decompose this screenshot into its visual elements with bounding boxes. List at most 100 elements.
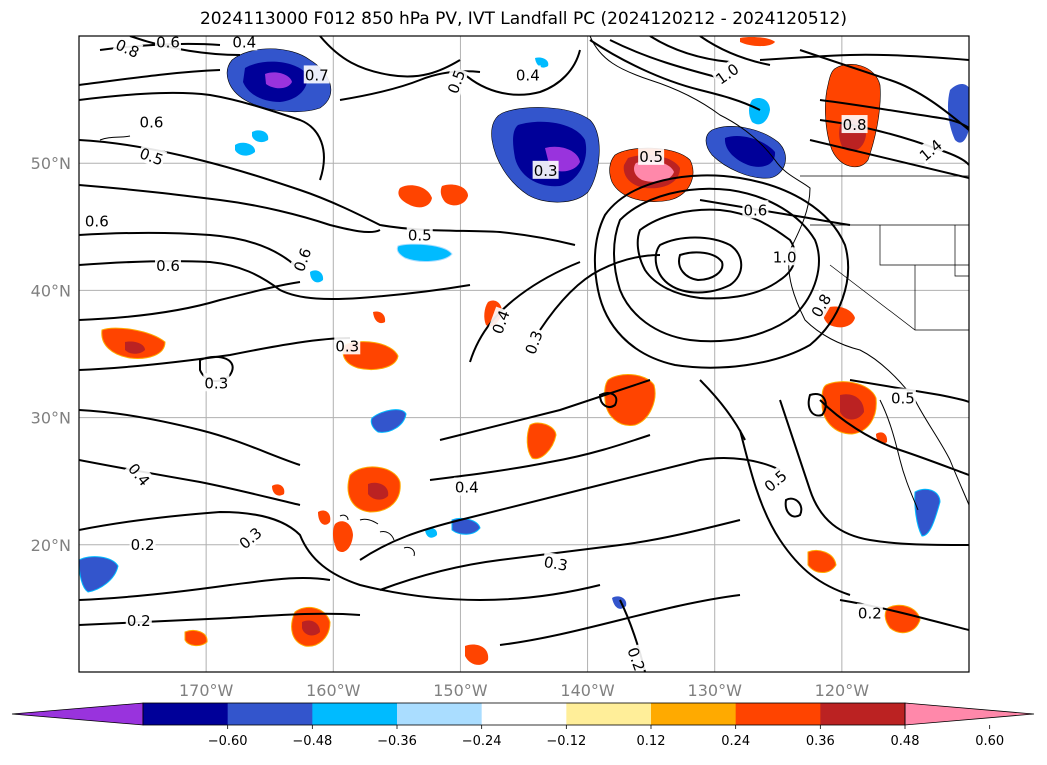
negative-pv-anomaly <box>724 135 776 167</box>
colorbar-segment <box>143 703 229 725</box>
colorbar-tick-label: 0.36 <box>806 734 835 749</box>
contour-label: 0.3 <box>532 160 559 180</box>
contour-label: 0.6 <box>155 256 181 275</box>
colorbar-tick-label: −0.24 <box>462 734 502 749</box>
contour-label: 1.0 <box>771 247 798 266</box>
svg-text:0.3: 0.3 <box>534 162 558 180</box>
colorbar-tick-label: −0.48 <box>292 734 332 749</box>
contour-label: 0.2 <box>129 534 156 554</box>
svg-text:0.2: 0.2 <box>127 612 151 630</box>
positive-pv-anomaly <box>465 644 489 665</box>
negative-pv-anomaly <box>235 142 256 156</box>
lat-tick-label: 40°N <box>31 281 71 300</box>
contour-label: 0.6 <box>83 211 110 231</box>
svg-text:0.8: 0.8 <box>843 116 867 134</box>
svg-text:0.6: 0.6 <box>743 201 767 219</box>
colorbar-tick-label: 0.60 <box>975 734 1004 749</box>
positive-pv-anomaly <box>272 484 285 496</box>
contour-label: 0.3 <box>234 522 266 553</box>
contour-label: 0.3 <box>334 336 361 355</box>
positive-pv-anomaly <box>318 510 331 525</box>
contour-label: 0.3 <box>203 373 230 392</box>
contour-label: 0.3 <box>541 551 571 575</box>
svg-text:0.4: 0.4 <box>232 33 256 51</box>
svg-text:1.0: 1.0 <box>712 60 742 88</box>
svg-text:0.5: 0.5 <box>639 148 663 166</box>
colorbar-segment <box>820 703 906 725</box>
contour-label: 0.4 <box>514 65 541 84</box>
svg-text:0.5: 0.5 <box>761 467 791 496</box>
svg-text:1.4: 1.4 <box>916 136 946 165</box>
contour-label: 0.5 <box>638 146 665 166</box>
svg-text:0.3: 0.3 <box>335 337 359 355</box>
colorbar-segment <box>397 703 483 725</box>
negative-pv-anomaly <box>370 409 407 433</box>
svg-text:0.6: 0.6 <box>85 213 109 231</box>
positive-pv-anomaly <box>373 311 386 324</box>
negative-pv-anomaly <box>252 130 269 143</box>
lat-tick-label: 30°N <box>31 409 71 428</box>
negative-pv-anomaly <box>310 270 324 283</box>
contour-label: 0.5 <box>889 388 916 408</box>
positive-pv-anomaly <box>634 160 674 182</box>
contour-label: 0.4 <box>231 33 258 51</box>
svg-text:0.6: 0.6 <box>156 257 180 275</box>
colorbar-tick-label: −0.12 <box>546 734 586 749</box>
negative-pv-anomaly <box>535 57 549 68</box>
negative-pv-anomaly <box>425 527 438 538</box>
state-borders <box>800 175 969 331</box>
positive-pv-anomaly <box>740 37 775 47</box>
negative-pv-anomaly <box>79 556 119 593</box>
lon-tick-label: 160°W <box>306 681 361 700</box>
pv-shading <box>79 37 969 665</box>
negative-pv-anomaly <box>749 98 770 125</box>
contour-label: 0.8 <box>841 115 868 134</box>
negative-pv-anomaly <box>396 243 453 262</box>
contour-label: 0.5 <box>136 142 168 169</box>
colorbar-tick-label: 0.12 <box>637 734 666 749</box>
colorbar-outline <box>142 702 906 726</box>
negative-pv-anomaly <box>265 72 292 89</box>
contour-label: 0.2 <box>856 603 883 622</box>
contour-label: 0.3 <box>520 326 547 358</box>
negative-pv-anomaly <box>914 488 941 537</box>
contour-label: 0.2 <box>623 643 650 672</box>
contour-label: 0.2 <box>125 611 152 630</box>
svg-text:0.4: 0.4 <box>516 66 540 84</box>
lon-tick-label: 150°W <box>433 681 488 700</box>
positive-pv-anomaly <box>368 482 389 500</box>
positive-pv-anomaly <box>840 394 864 420</box>
colorbar-segment <box>735 703 821 725</box>
contour-label: 0.4 <box>453 477 480 497</box>
svg-text:0.3: 0.3 <box>542 553 569 575</box>
lat-tick-label: 50°N <box>31 154 71 173</box>
positive-pv-anomaly <box>184 629 208 647</box>
contour-label: 0.6 <box>742 200 769 219</box>
colorbar-tick-label: −0.60 <box>208 734 248 749</box>
svg-text:1.0: 1.0 <box>773 248 797 266</box>
contour-label: 0.5 <box>759 465 791 496</box>
contour-label: 0.7 <box>303 65 330 84</box>
contour-label: 1.4 <box>914 134 946 165</box>
colorbar-extend-max <box>904 702 1035 726</box>
positive-pv-anomaly <box>440 184 468 206</box>
colorbar-segment <box>566 703 652 725</box>
svg-text:0.4: 0.4 <box>455 479 479 497</box>
pv-contours <box>79 36 969 672</box>
positive-pv-anomaly <box>884 604 921 634</box>
svg-text:0.6: 0.6 <box>140 113 164 131</box>
lon-tick-label: 120°W <box>815 681 870 700</box>
lat-tick-label: 20°N <box>31 536 71 555</box>
svg-text:0.2: 0.2 <box>858 604 882 622</box>
contour-label: 0.6 <box>155 36 181 51</box>
colorbar-tick-label: 0.48 <box>891 734 920 749</box>
contour-label: 0.6 <box>288 244 315 275</box>
contour-label: 0.5 <box>442 66 469 97</box>
positive-pv-anomaly <box>398 185 432 208</box>
positive-pv-anomaly <box>125 341 145 354</box>
colorbar-segment <box>481 703 567 725</box>
colorbar-tick-label: −0.36 <box>377 734 417 749</box>
colorbar-segment <box>227 703 313 725</box>
svg-text:0.2: 0.2 <box>131 536 155 554</box>
svg-text:0.5: 0.5 <box>891 390 915 408</box>
